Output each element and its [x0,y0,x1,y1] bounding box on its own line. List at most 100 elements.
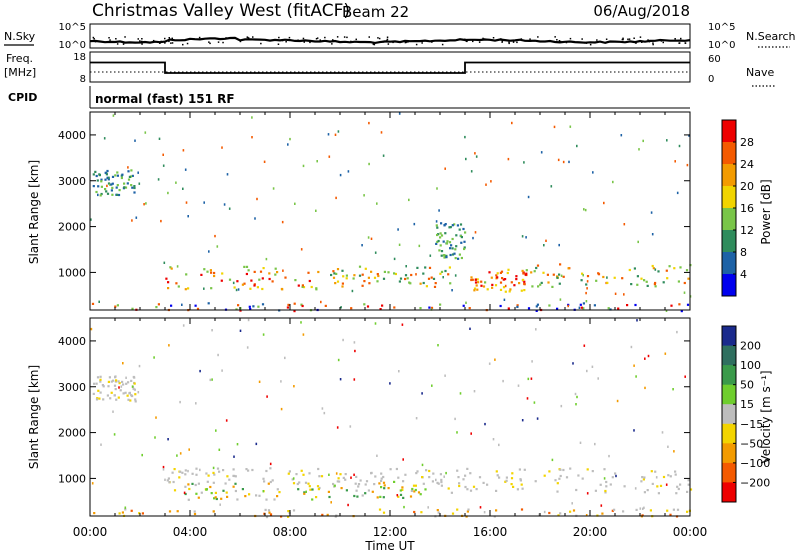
range-gate-cell [95,174,98,178]
range-gate-cell [225,491,228,494]
range-gate-cell [93,512,96,515]
range-gate-cell [670,304,673,307]
range-gate-cell [376,454,378,457]
range-gate-cell [284,356,286,360]
range-gate-cell [350,307,353,310]
range-gate-cell [93,382,96,385]
range-gate-cell [585,300,588,303]
noise-point [124,36,126,38]
range-gate-cell [335,196,337,200]
range-gate-cell [184,168,187,171]
colorbar-swatch [722,462,736,483]
range-gate-cell [421,392,423,395]
range-gate-cell [666,139,668,142]
range-gate-cell [428,266,432,269]
velocity-colorbar-label: Velocity [m s⁻¹] [759,370,773,463]
noise-left-tick-bottom: 10^0 [59,40,86,51]
range-gate-cell [143,203,145,206]
range-gate-cell [212,466,215,470]
noise-point [217,41,220,43]
range-gate-cell [111,186,114,189]
range-gate-cell [354,482,357,485]
range-gate-cell [321,513,324,516]
range-gate-cell [127,166,129,169]
noise-point [605,38,608,40]
range-gate-cell [326,513,329,516]
range-gate-cell [405,265,407,268]
range-gate-cell [401,488,404,491]
noise-point [678,42,681,44]
range-gate-cell [273,498,276,501]
range-gate-cell [613,508,616,511]
range-gate-cell [535,305,538,308]
range-gate-cell [342,338,344,342]
range-gate-cell [444,232,447,235]
range-gate-cell [559,512,562,515]
range-gate-cell [107,176,110,179]
range-gate-cell [443,254,446,257]
range-gate-cell [601,512,604,515]
range-gate-cell [586,275,590,278]
range-gate-cell [430,276,433,279]
colorbar-swatch [722,120,736,143]
range-gate-cell [399,493,403,496]
range-gate-cell [382,475,385,479]
range-gate-cell [333,272,336,275]
range-gate-cell [502,379,504,383]
noise-point [621,38,624,41]
range-gate-cell [586,492,589,495]
range-gate-cell [98,300,100,303]
x-tick-label: 12:00 [373,525,408,539]
range-gate-cell [176,265,179,268]
range-gate-cell [470,278,473,282]
range-gate-cell [90,327,93,331]
range-gate-cell [256,197,258,201]
range-gate-cell [586,369,588,373]
range-gate-cell [274,267,277,270]
range-gate-cell [197,482,200,485]
range-gate-cell [594,442,596,446]
power-heatmap [90,112,692,313]
range-gate-cell [320,300,322,304]
noise-point [483,38,486,40]
range-gate-cell [607,307,610,310]
range-gate-cell [583,208,585,211]
range-gate-cell [380,472,383,475]
range-gate-cell [655,476,658,479]
range-gate-cell [499,281,503,284]
range-gate-cell [462,478,465,481]
range-gate-cell [235,308,238,311]
range-gate-cell [265,498,268,501]
range-gate-cell [213,271,216,275]
range-gate-cell [565,476,569,479]
range-gate-cell [557,514,560,517]
colorbar-swatch [722,326,736,347]
noise-point [260,42,262,45]
range-gate-cell [600,504,603,507]
range-gate-cell [469,472,472,475]
range-gate-cell [535,266,538,270]
noise-point [382,41,385,43]
range-gate-cell [219,503,221,506]
range-gate-cell [128,391,131,394]
range-gate-cell [523,468,526,471]
range-gate-cell [456,224,459,227]
range-gate-cell [179,400,181,404]
range-gate-cell [551,285,554,288]
noise-point [252,36,254,38]
range-gate-cell [513,284,516,287]
range-gate-cell [255,442,258,446]
noise-point [622,37,624,40]
range-gate-cell [399,277,403,280]
noise-point [627,38,629,40]
range-gate-cell [535,309,538,312]
range-gate-cell [137,171,139,174]
range-gate-cell [292,477,295,480]
range-gate-cell [101,384,104,387]
velocity-x-ticks [89,318,691,516]
range-gate-cell [303,491,306,494]
noise-point [529,38,531,40]
range-gate-cell [247,318,250,322]
range-gate-cell [437,511,440,514]
